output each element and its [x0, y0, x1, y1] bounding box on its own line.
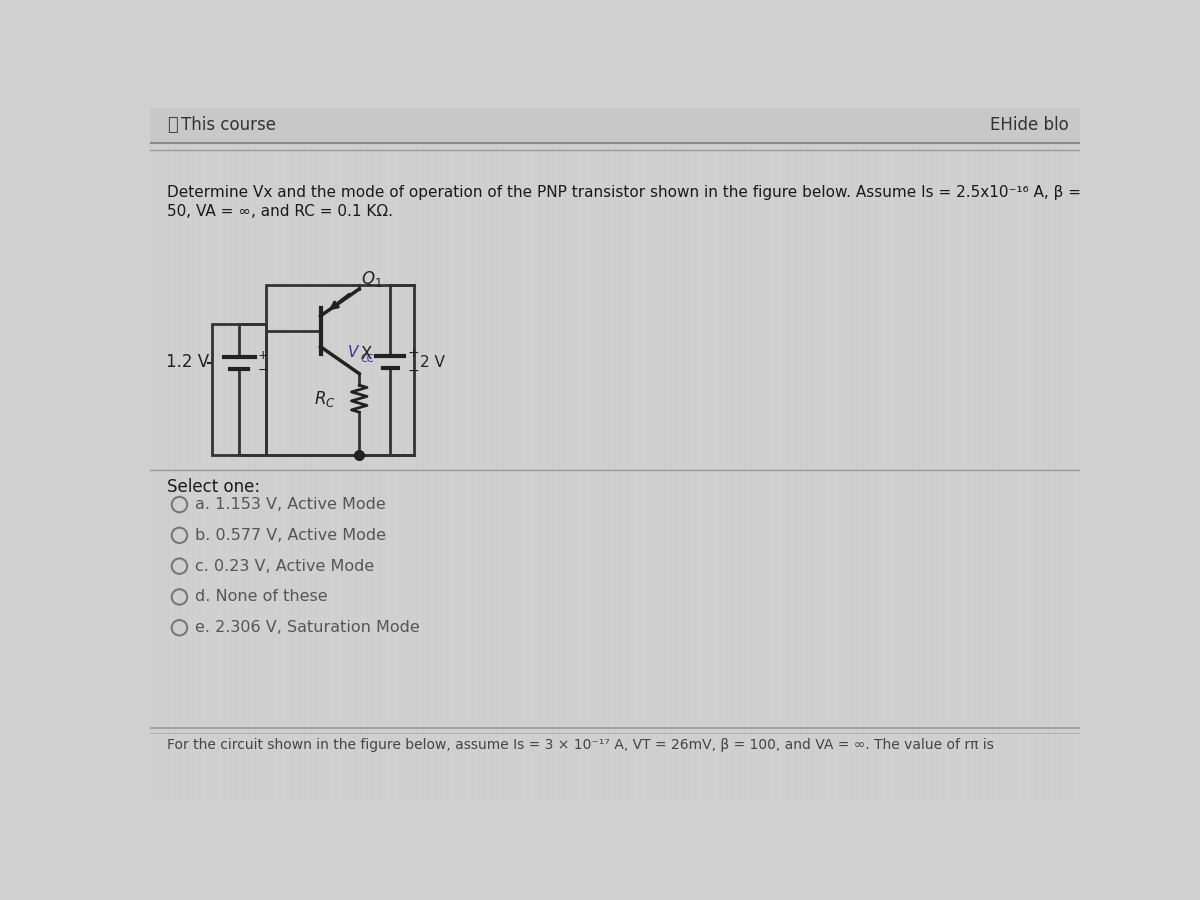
Text: +: +	[407, 346, 419, 360]
Text: Determine Vx and the mode of operation of the PNP transistor shown in the figure: Determine Vx and the mode of operation o…	[167, 185, 1081, 200]
Text: b. 0.577 V, Active Mode: b. 0.577 V, Active Mode	[194, 527, 386, 543]
Bar	[266, 285, 414, 454]
Text: −: −	[407, 364, 419, 378]
Text: For the circuit shown in the figure below, assume Is = 3 × 10⁻¹⁷ A, VT = 26mV, β: For the circuit shown in the figure belo…	[167, 738, 994, 752]
Text: a. 1.153 V, Active Mode: a. 1.153 V, Active Mode	[194, 497, 385, 512]
Text: This course: This course	[181, 116, 276, 134]
Text: +: +	[258, 348, 269, 362]
Text: EHide blo: EHide blo	[990, 116, 1068, 134]
Text: X: X	[361, 346, 372, 364]
Bar	[150, 108, 1080, 142]
Text: Select one:: Select one:	[167, 478, 260, 496]
Text: $R_C$: $R_C$	[314, 389, 336, 409]
Text: $Q_1$: $Q_1$	[361, 269, 383, 289]
Text: 小: 小	[167, 116, 178, 134]
Text: 50, VA = ∞, and RC = 0.1 KΩ.: 50, VA = ∞, and RC = 0.1 KΩ.	[167, 204, 394, 220]
Text: V: V	[348, 346, 358, 360]
Text: d. None of these: d. None of these	[194, 590, 328, 605]
Text: −: −	[258, 364, 269, 377]
Text: 1.2 V: 1.2 V	[166, 353, 209, 371]
Bar	[212, 324, 266, 454]
Text: 2 V: 2 V	[420, 355, 444, 370]
Text: c. 0.23 V, Active Mode: c. 0.23 V, Active Mode	[194, 559, 374, 573]
Text: e. 2.306 V, Saturation Mode: e. 2.306 V, Saturation Mode	[194, 620, 420, 635]
Text: CC: CC	[361, 354, 374, 364]
